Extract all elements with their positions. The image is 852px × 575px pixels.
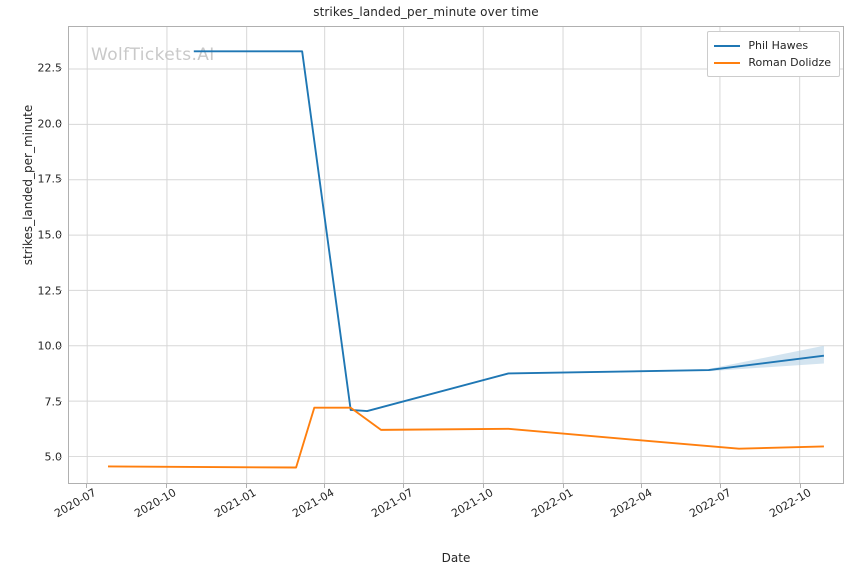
x-tick-label: 2020-10 bbox=[132, 486, 179, 521]
y-tick-label: 10.0 bbox=[37, 339, 63, 353]
x-axis-label: Date bbox=[441, 551, 471, 565]
legend-swatch-phil-hawes bbox=[714, 44, 741, 47]
series-line-phil-hawes bbox=[193, 50, 825, 413]
y-axis-tick-labels: 5.0 7.5 10.0 12.5 15.0 17.5 20.0 22.5 bbox=[0, 26, 62, 484]
y-tick-mark bbox=[58, 401, 62, 403]
x-tick-mark bbox=[800, 484, 802, 488]
x-tick-mark bbox=[165, 484, 167, 488]
x-tick-label: 2021-04 bbox=[290, 486, 337, 521]
y-tick-label: 20.0 bbox=[37, 117, 63, 131]
confidence-band bbox=[708, 345, 824, 372]
x-tick-label: 2022-01 bbox=[529, 486, 576, 521]
x-tick-mark bbox=[323, 484, 325, 488]
y-tick-mark bbox=[58, 123, 62, 125]
x-tick-mark bbox=[720, 484, 722, 488]
watermark: WolfTickets.AI bbox=[91, 45, 215, 65]
legend-item-roman-dolidze[interactable]: Roman Dolidze bbox=[714, 54, 831, 71]
y-tick-label: 15.0 bbox=[37, 228, 63, 242]
data-series-layer bbox=[107, 50, 825, 469]
chart-legend: Phil Hawes Roman Dolidze bbox=[707, 31, 840, 77]
legend-swatch-roman-dolidze bbox=[714, 61, 741, 64]
x-tick-mark bbox=[641, 484, 643, 488]
chart-title: strikes_landed_per_minute over time bbox=[313, 5, 539, 19]
x-axis-tick-labels: 2020-07 2020-10 2021-01 2021-04 2021-07 2021-… bbox=[52, 484, 844, 544]
y-tick-mark bbox=[58, 345, 62, 347]
x-tick-label: 2021-01 bbox=[212, 486, 259, 521]
x-tick-mark bbox=[482, 484, 484, 488]
x-tick-mark bbox=[402, 484, 404, 488]
y-tick-label: 12.5 bbox=[37, 284, 63, 298]
y-tick-mark bbox=[58, 234, 62, 236]
y-tick-mark bbox=[58, 178, 62, 180]
x-tick-mark bbox=[562, 484, 564, 488]
plot-area: WolfTickets.AI bbox=[68, 26, 844, 484]
x-tick-label: 2021-07 bbox=[369, 486, 416, 521]
y-tick-mark bbox=[58, 456, 62, 458]
y-tick-label: 5.0 bbox=[44, 450, 63, 464]
legend-item-phil-hawes[interactable]: Phil Hawes bbox=[714, 37, 831, 54]
legend-label-roman-dolidze: Roman Dolidze bbox=[748, 56, 831, 69]
x-tick-label: 2022-10 bbox=[766, 486, 814, 521]
y-tick-label: 17.5 bbox=[37, 172, 63, 186]
x-tick-label: 2022-04 bbox=[607, 486, 655, 521]
grid-lines bbox=[69, 27, 843, 483]
x-tick-mark bbox=[85, 484, 87, 488]
x-tick-mark bbox=[245, 484, 247, 488]
series-line-roman-dolidze bbox=[107, 406, 824, 469]
y-tick-mark bbox=[58, 290, 62, 292]
x-tick-label: 2022-07 bbox=[686, 486, 734, 521]
x-tick-label: 2020-07 bbox=[52, 486, 99, 521]
legend-label-phil-hawes: Phil Hawes bbox=[748, 39, 809, 52]
x-tick-label: 2021-10 bbox=[449, 486, 496, 521]
y-tick-mark bbox=[58, 67, 62, 69]
y-axis-label: strikes_landed_per_minute bbox=[21, 104, 35, 266]
y-tick-label: 22.5 bbox=[37, 61, 63, 75]
y-tick-label: 7.5 bbox=[44, 395, 63, 409]
